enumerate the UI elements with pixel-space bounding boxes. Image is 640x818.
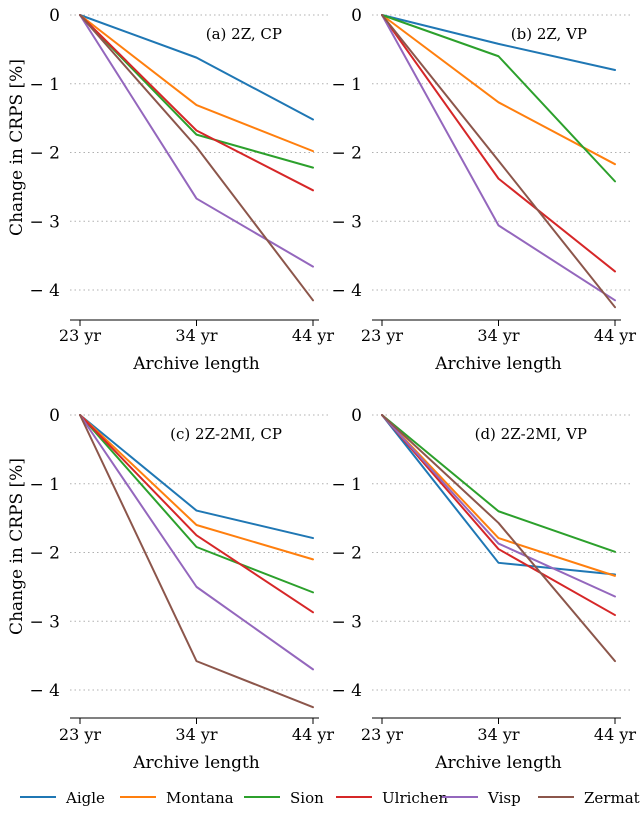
series-line-aigle	[381, 414, 616, 576]
y-tick-label: − 2	[332, 144, 362, 164]
legend-label-aigle: Aigle	[65, 789, 105, 807]
y-tick-label: − 3	[332, 612, 362, 632]
panel-label: (a) 2Z, CP	[206, 25, 282, 43]
x-axis-title: Archive length	[434, 753, 562, 773]
series-line-ulrichen	[381, 14, 616, 273]
x-tick-label: 34 yr	[477, 725, 519, 744]
y-tick-label: − 1	[30, 75, 60, 95]
series-line-aigle	[79, 414, 314, 540]
x-tick-label: 44 yr	[292, 326, 334, 345]
y-axis-title: Change in CRPS [%]	[7, 458, 27, 635]
y-tick-label: 0	[49, 406, 60, 426]
y-tick-label: − 2	[30, 544, 60, 564]
series-line-visp	[79, 414, 314, 671]
legend-label-zermatt: Zermatt	[584, 789, 640, 807]
panel-1: 0 − 1 − 2 − 3 − 4 23 yr 34 yr 44 yr Archive leng…	[7, 6, 334, 374]
series-line-zermatt	[381, 14, 616, 309]
series-line-montana	[79, 14, 314, 153]
y-tick-label: − 3	[30, 212, 60, 232]
series-line-montana	[381, 414, 616, 577]
series-line-montana	[79, 414, 314, 561]
panel-label: (b) 2Z, VP	[511, 25, 587, 43]
panel-4: 0 − 1 − 2 − 3 − 4 23 yr 34 yr 44 yr Archive leng…	[332, 406, 637, 773]
panel-label: (c) 2Z-2MI, CP	[170, 425, 282, 443]
x-tick-label: 23 yr	[361, 326, 403, 345]
legend-label-sion: Sion	[290, 789, 324, 807]
y-tick-label: − 1	[30, 475, 60, 495]
y-tick-label: − 1	[332, 475, 362, 495]
series-line-aigle	[79, 14, 314, 121]
x-axis-title: Archive length	[132, 753, 260, 773]
panel-2: 0 − 1 − 2 − 3 − 4 23 yr 34 yr 44 yr Archive leng…	[332, 6, 637, 374]
y-tick-label: − 1	[332, 75, 362, 95]
x-tick-label: 44 yr	[594, 326, 636, 345]
series-line-zermatt	[79, 14, 314, 302]
y-tick-label: − 3	[332, 212, 362, 232]
series-line-visp	[79, 14, 314, 268]
x-tick-label: 23 yr	[59, 725, 101, 744]
y-tick-label: − 4	[30, 681, 60, 701]
y-tick-label: − 4	[332, 281, 362, 301]
series-line-sion	[79, 414, 314, 594]
series-line-sion	[381, 14, 616, 183]
x-tick-label: 44 yr	[594, 725, 636, 744]
legend-label-visp: Visp	[487, 789, 521, 807]
series-line-sion	[381, 414, 616, 553]
y-tick-label: − 2	[30, 144, 60, 164]
legend-label-ulrichen: Ulrichen	[382, 789, 448, 807]
series-line-ulrichen	[79, 14, 314, 192]
legend: Aigle Montana Sion Ulrichen Visp Zermatt	[20, 789, 640, 807]
x-tick-label: 23 yr	[361, 725, 403, 744]
y-tick-label: 0	[351, 6, 362, 26]
x-tick-label: 34 yr	[477, 326, 519, 345]
x-tick-label: 34 yr	[175, 725, 217, 744]
series-line-montana	[381, 14, 616, 166]
series-line-ulrichen	[79, 414, 314, 614]
series-line-aigle	[381, 14, 616, 71]
series-line-visp	[381, 414, 616, 598]
series-line-zermatt	[79, 414, 314, 709]
x-tick-label: 23 yr	[59, 326, 101, 345]
series-line-ulrichen	[381, 414, 616, 617]
series-line-visp	[381, 14, 616, 302]
y-tick-label: 0	[49, 6, 60, 26]
y-tick-label: − 2	[332, 544, 362, 564]
x-tick-label: 34 yr	[175, 326, 217, 345]
y-axis-title: Change in CRPS [%]	[7, 59, 27, 236]
legend-label-montana: Montana	[166, 789, 234, 807]
panel-3: 0 − 1 − 2 − 3 − 4 23 yr 34 yr 44 yr Archive leng…	[7, 406, 334, 773]
x-axis-title: Archive length	[434, 354, 562, 374]
y-tick-label: 0	[351, 406, 362, 426]
series-line-zermatt	[381, 414, 616, 663]
x-tick-label: 44 yr	[292, 725, 334, 744]
y-tick-label: − 4	[30, 281, 60, 301]
y-tick-label: − 3	[30, 612, 60, 632]
panel-label: (d) 2Z-2MI, VP	[475, 425, 587, 443]
y-tick-label: − 4	[332, 681, 362, 701]
x-axis-title: Archive length	[132, 354, 260, 374]
